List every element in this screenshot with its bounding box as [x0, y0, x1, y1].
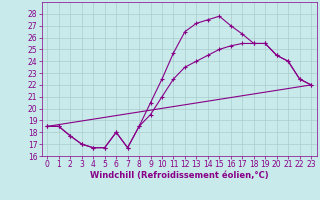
X-axis label: Windchill (Refroidissement éolien,°C): Windchill (Refroidissement éolien,°C) [90, 171, 268, 180]
